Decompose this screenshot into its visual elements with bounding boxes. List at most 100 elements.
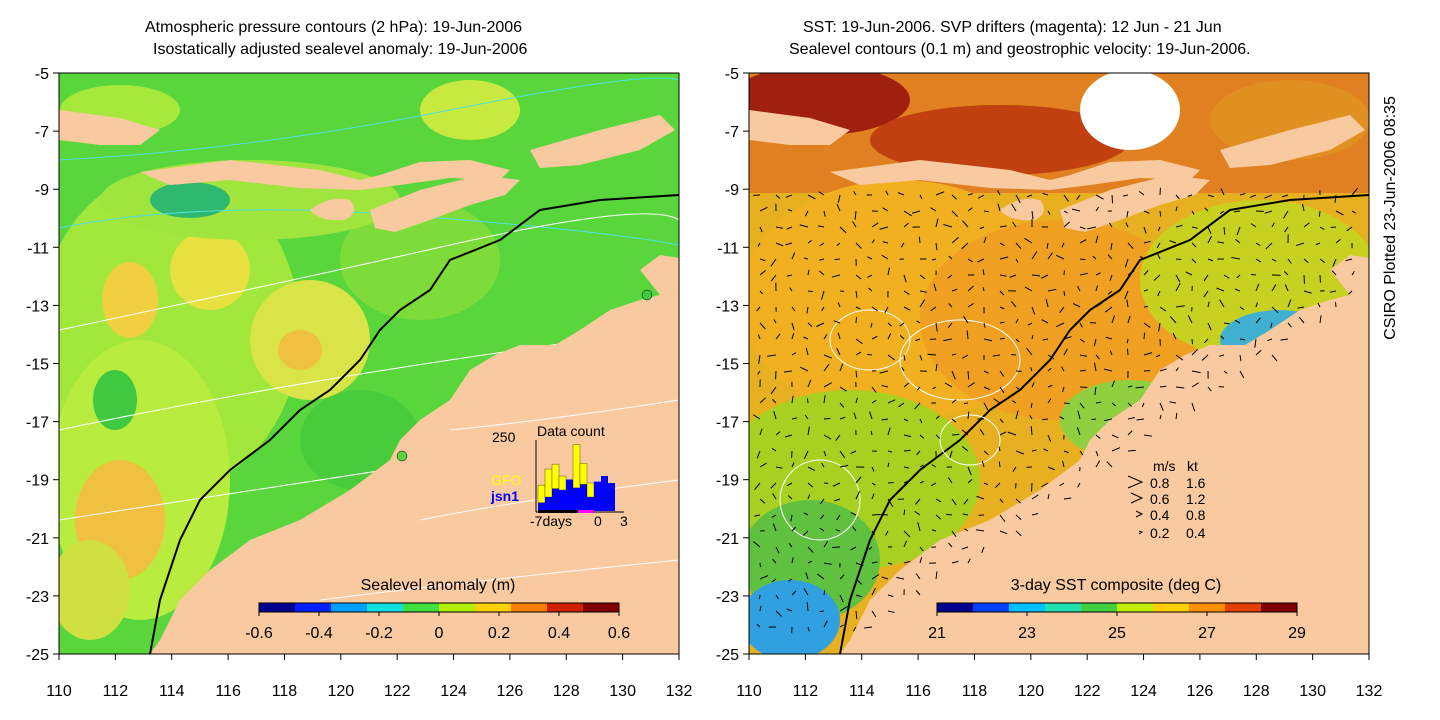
velocity-arrow	[1010, 301, 1017, 308]
velocity-arrow	[1219, 299, 1225, 308]
velocity-arrow	[1047, 288, 1057, 292]
velocity-arrow	[871, 222, 879, 228]
velocity-arrow	[1138, 190, 1145, 196]
velocity-arrow	[1236, 226, 1241, 236]
velocity-arrow	[1127, 385, 1133, 388]
velocity-arrow	[1329, 290, 1337, 293]
velocity-arrow	[1108, 222, 1113, 228]
velocity-arrows	[753, 187, 1358, 634]
velocity-legend-kt-header: kt	[1187, 458, 1198, 474]
velocity-arrow	[821, 306, 825, 312]
velocity-arrow	[839, 226, 847, 234]
left-title-line1: Atmospheric pressure contours (2 hPa): 1…	[145, 19, 523, 36]
inset-bar-gfo	[572, 444, 581, 489]
velocity-arrow	[1223, 226, 1226, 235]
velocity-arrow	[1219, 210, 1225, 215]
velocity-arrow	[935, 434, 941, 439]
left-ytick-label: -15	[26, 357, 49, 374]
velocity-arrow	[791, 322, 795, 330]
velocity-arrow	[885, 530, 889, 536]
velocity-arrow	[1191, 226, 1198, 229]
velocity-arrow	[1047, 398, 1052, 404]
velocity-arrow	[903, 306, 911, 311]
velocity-arrow	[1175, 206, 1178, 212]
velocity-arrow	[1143, 270, 1149, 276]
velocity-arrow	[1287, 322, 1292, 328]
velocity-arrow	[1216, 287, 1225, 292]
inset-bar-jsn1	[608, 483, 615, 511]
velocity-arrow	[1187, 315, 1193, 324]
velocity-arrow	[1047, 367, 1052, 372]
inset-bar-gfo	[579, 463, 588, 485]
velocity-arrow	[998, 446, 1001, 452]
velocity-arrow	[1095, 460, 1101, 468]
velocity-arrow	[1236, 274, 1241, 279]
velocity-arrow	[855, 578, 862, 585]
velocity-arrow	[852, 221, 857, 228]
velocity-arrow	[1092, 255, 1097, 260]
velocity-arrow	[1111, 434, 1119, 439]
velocity-arrow	[962, 513, 969, 516]
sealevel-colorbar-tick: -0.2	[365, 625, 393, 642]
velocity-arrow	[1175, 412, 1178, 420]
left-ytick-label: -19	[26, 473, 49, 490]
left-xtick-label: 118	[272, 683, 298, 700]
velocity-arrow	[1334, 302, 1337, 308]
velocity-arrow	[1319, 315, 1322, 324]
velocity-arrow	[757, 334, 761, 340]
velocity-arrow	[1158, 322, 1161, 332]
velocity-arrow	[1109, 274, 1113, 281]
velocity-arrow	[1201, 354, 1209, 361]
velocity-arrow	[1031, 382, 1035, 388]
velocity-legend-row3-ms: 0.4	[1150, 507, 1170, 523]
velocity-arrow	[869, 411, 873, 420]
velocity-arrow	[855, 610, 858, 619]
velocity-arrow	[1255, 302, 1258, 308]
velocity-arrow	[855, 351, 862, 356]
velocity-arrow	[823, 620, 828, 628]
velocity-arrow	[788, 578, 793, 582]
velocity-arrow	[1265, 242, 1273, 250]
velocity-arrow	[834, 498, 841, 502]
velocity-arrow	[1175, 274, 1181, 283]
velocity-arrow	[1076, 427, 1081, 436]
velocity-arrow	[850, 450, 857, 454]
velocity-arrow	[1094, 386, 1097, 396]
velocity-arrow	[1207, 322, 1212, 331]
left-axes: -5 -7 -9 -11 -13 -15 -17 -19 -21 -23 -25 110 112 114 1…	[26, 66, 693, 700]
velocity-arrow	[807, 379, 812, 388]
velocity-arrow	[1012, 400, 1017, 404]
velocity-arrow	[839, 386, 847, 392]
velocity-arrow	[1047, 466, 1055, 471]
velocity-arrow	[1111, 447, 1121, 452]
velocity-arrow	[1079, 450, 1084, 456]
velocity-arrow	[1281, 194, 1289, 198]
velocity-arrow	[1283, 210, 1289, 219]
velocity-arrow	[998, 461, 1001, 468]
velocity-arrow	[871, 587, 876, 596]
velocity-arrow	[999, 370, 1005, 377]
velocity-arrow	[1204, 207, 1209, 212]
velocity-arrow	[1015, 258, 1019, 263]
velocity-arrow	[775, 431, 781, 436]
velocity-arrow	[1234, 288, 1241, 292]
velocity-arrow	[999, 274, 1007, 277]
velocity-arrow	[919, 194, 923, 200]
velocity-arrow	[1127, 402, 1132, 407]
velocity-arrow	[967, 558, 971, 564]
velocity-arrow	[839, 594, 844, 603]
velocity-arrow	[759, 206, 768, 212]
velocity-arrow	[967, 303, 974, 308]
velocity-arrow	[887, 267, 890, 276]
velocity-arrow	[1042, 338, 1049, 341]
velocity-arrow	[1059, 306, 1065, 314]
velocity-arrow	[1175, 386, 1185, 389]
velocity-arrow	[1139, 255, 1145, 260]
velocity-arrow	[807, 269, 810, 276]
velocity-arrow	[1056, 322, 1065, 328]
velocity-arrow	[1255, 258, 1262, 263]
velocity-arrow	[982, 269, 985, 276]
velocity-arrow	[914, 510, 921, 516]
velocity-arrow	[775, 333, 781, 340]
velocity-arrow	[1031, 449, 1037, 452]
